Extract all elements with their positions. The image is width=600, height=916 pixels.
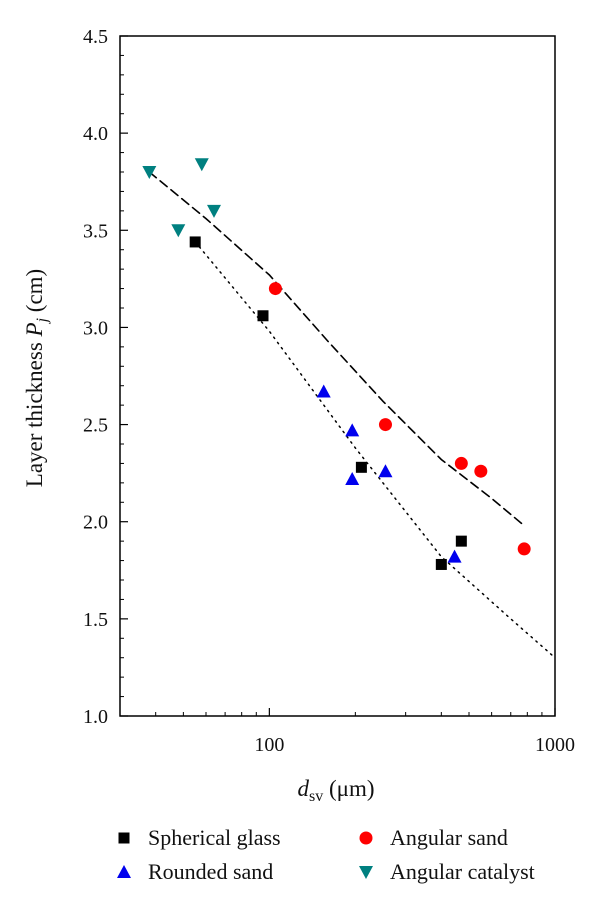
- y-axis-title-var: P: [22, 322, 47, 337]
- legend-marker-angular-catalyst: [359, 866, 373, 879]
- y-tick-label: 3.0: [83, 317, 108, 339]
- angular-sand-point: [378, 418, 392, 432]
- legend-item-angular-sand: Angular sand: [359, 825, 508, 850]
- angular-catalyst-point: [171, 224, 186, 238]
- spherical-glass-point: [355, 461, 367, 473]
- y-tick-label: 1.0: [83, 706, 108, 728]
- spherical-glass-point: [455, 535, 467, 547]
- legend-label: Spherical glass: [148, 825, 281, 850]
- angular-sand-point: [517, 542, 531, 556]
- dotted-fit-line: [194, 241, 556, 659]
- dashed-fit-line: [148, 171, 525, 527]
- x-axis-title: dsv (μm): [297, 776, 374, 805]
- legend: Spherical glass Rounded sand Angular sand A…: [117, 825, 535, 884]
- plot-frame: [119, 35, 556, 717]
- fit-curves: [148, 171, 556, 659]
- legend-label: Angular sand: [390, 825, 508, 850]
- angular-catalyst-point: [142, 166, 157, 179]
- y-axis-title-text: Layer thickness: [22, 336, 47, 487]
- legend-label: Angular catalyst: [390, 859, 535, 884]
- y-axis-title-unit: (cm): [22, 269, 47, 318]
- rounded-sand-point: [378, 464, 393, 478]
- x-tick-label: 100: [254, 734, 284, 756]
- legend-item-spherical-glass: Spherical glass: [118, 825, 281, 850]
- spherical-glass-point: [257, 310, 269, 322]
- data-points: [142, 158, 531, 570]
- x-tick-label: 1000: [535, 734, 575, 756]
- x-axis-title-var: d: [297, 776, 309, 801]
- rounded-sand-point: [316, 384, 331, 398]
- rounded-sand-point: [345, 423, 360, 437]
- legend-label: Rounded sand: [148, 859, 273, 884]
- legend-marker-rounded-sand: [117, 865, 131, 878]
- legend-item-angular-catalyst: Angular catalyst: [359, 859, 535, 884]
- legend-marker-angular-sand: [359, 831, 373, 845]
- y-tick-label: 2.5: [83, 415, 108, 437]
- y-tick-label: 4.5: [83, 26, 108, 48]
- y-axis-title: Layer thickness Pj (cm): [22, 269, 51, 487]
- x-axis-title-unit: (μm): [323, 776, 374, 801]
- legend-item-rounded-sand: Rounded sand: [117, 859, 273, 884]
- angular-catalyst-point: [206, 204, 221, 218]
- axis-tick-labels: 1.0 1.5 2.0 2.5 3.0 3.5 4.0 4.5 100 1000: [83, 26, 575, 756]
- y-tick-label: 4.0: [83, 123, 108, 145]
- y-axis-title-sub: j: [34, 317, 51, 324]
- y-tick-label: 3.5: [83, 220, 108, 242]
- legend-marker-spherical-glass: [118, 832, 130, 844]
- y-tick-label: 2.0: [83, 512, 108, 534]
- angular-sand-point: [454, 456, 468, 470]
- axis-ticks: [119, 35, 556, 717]
- angular-sand-point: [474, 464, 488, 478]
- spherical-glass-point: [189, 236, 201, 248]
- spherical-glass-point: [435, 558, 447, 570]
- angular-catalyst-point: [194, 158, 209, 172]
- y-tick-label: 1.5: [83, 609, 108, 631]
- rounded-sand-point: [447, 549, 462, 563]
- rounded-sand-point: [345, 471, 360, 485]
- angular-sand-point: [268, 282, 282, 296]
- x-axis-title-sub: sv: [309, 788, 323, 805]
